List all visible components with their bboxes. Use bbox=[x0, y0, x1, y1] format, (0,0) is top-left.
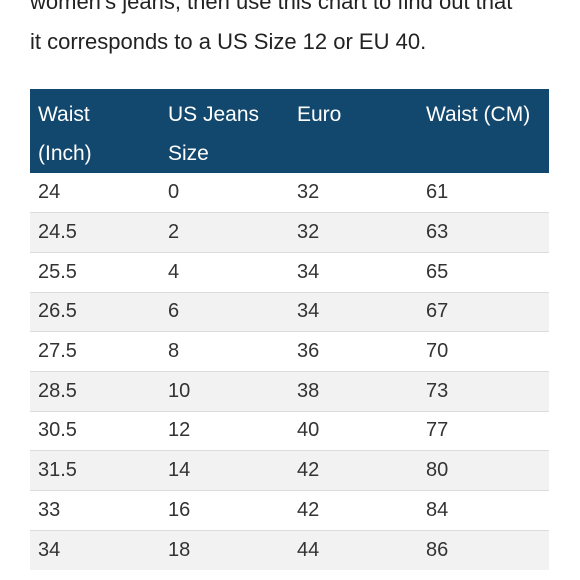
intro-text-line-2: it corresponds to a US Size 12 or EU 40. bbox=[30, 29, 427, 54]
cell-euro: 38 bbox=[289, 370, 418, 412]
header-euro: Euro bbox=[289, 89, 418, 173]
table-row: 25.5 4 34 65 bbox=[30, 251, 549, 293]
cell-waist-cm: 65 bbox=[418, 251, 549, 293]
size-chart-table: Waist (Inch) US Jeans Size Euro Waist (CM)… bbox=[30, 89, 549, 570]
cell-waist-inch: 34 bbox=[30, 529, 160, 570]
cell-euro: 40 bbox=[289, 410, 418, 451]
size-chart-header: Waist (Inch) US Jeans Size Euro Waist (CM) bbox=[30, 89, 549, 173]
cell-waist-inch: 30.5 bbox=[30, 410, 160, 451]
table-row: 24.5 2 32 63 bbox=[30, 212, 549, 253]
cell-us-size: 8 bbox=[160, 331, 289, 372]
cell-waist-inch: 24 bbox=[38, 181, 61, 204]
table-row: 33 16 42 84 bbox=[30, 490, 549, 531]
cell-waist-inch: 26.5 bbox=[30, 291, 160, 332]
cell-euro: 32 bbox=[289, 212, 418, 253]
table-row: 26.5 6 34 67 bbox=[30, 291, 549, 332]
cell-waist-cm: 63 bbox=[418, 212, 549, 253]
table-row: 31.5 14 42 80 bbox=[30, 450, 549, 491]
cell-waist-inch: 28.5 bbox=[30, 370, 160, 412]
table-row: 24 0 32 61 bbox=[30, 173, 549, 213]
cell-waist-cm: 80 bbox=[418, 450, 549, 491]
cell-waist-cm: 73 bbox=[418, 370, 549, 412]
cell-euro: 42 bbox=[289, 450, 418, 491]
cell-waist-cm: 84 bbox=[418, 490, 549, 531]
cell-euro: 36 bbox=[289, 331, 418, 372]
header-row: Waist (Inch) US Jeans Size Euro Waist (CM) bbox=[30, 89, 549, 173]
cell-waist-cm: 77 bbox=[418, 410, 549, 451]
cell-waist-cm: 67 bbox=[418, 291, 549, 332]
cell-waist-cm: 86 bbox=[418, 529, 549, 570]
cell-waist-inch: 24.5 bbox=[30, 212, 160, 253]
cell-waist-inch: 31.5 bbox=[30, 450, 160, 491]
header-us-jeans-size: US Jeans Size bbox=[160, 89, 289, 173]
cell-us-size: 12 bbox=[160, 410, 289, 451]
table-row: 34 18 44 86 bbox=[30, 529, 549, 570]
cell-us-size: 4 bbox=[160, 251, 289, 293]
table-row: 30.5 12 40 77 bbox=[30, 410, 549, 451]
cell-euro: 34 bbox=[289, 291, 418, 332]
cell-us-size: 6 bbox=[160, 291, 289, 332]
cell-us-size: 14 bbox=[160, 450, 289, 491]
cell-us-size: 0 bbox=[168, 181, 180, 204]
cell-euro: 34 bbox=[289, 251, 418, 293]
cell-us-size: 2 bbox=[160, 212, 289, 253]
table-row: 27.5 8 36 70 bbox=[30, 331, 549, 372]
cell-waist-inch: 27.5 bbox=[30, 331, 160, 372]
header-waist-inch: Waist (Inch) bbox=[30, 89, 160, 173]
header-waist-cm: Waist (CM) bbox=[418, 89, 549, 173]
cell-waist-cm: 70 bbox=[418, 331, 549, 372]
size-chart-body: 24 0 32 61 24.5 2 32 63 25.5 4 34 65 26.5 6 34 67 27.5 8 3… bbox=[30, 173, 549, 570]
table-row: 28.5 10 38 73 bbox=[30, 370, 549, 412]
cell-waist-inch: 25.5 bbox=[30, 251, 160, 293]
intro-text-line-1: women's jeans, then use this chart to fi… bbox=[30, 0, 513, 14]
cell-euro: 32 bbox=[297, 181, 320, 204]
cell-euro: 44 bbox=[289, 529, 418, 570]
cell-us-size: 16 bbox=[160, 490, 289, 531]
cell-us-size: 10 bbox=[160, 370, 289, 412]
cell-euro: 42 bbox=[289, 490, 418, 531]
cell-waist-cm: 61 bbox=[426, 181, 449, 204]
cell-waist-inch: 33 bbox=[30, 490, 160, 531]
cell-us-size: 18 bbox=[160, 529, 289, 570]
